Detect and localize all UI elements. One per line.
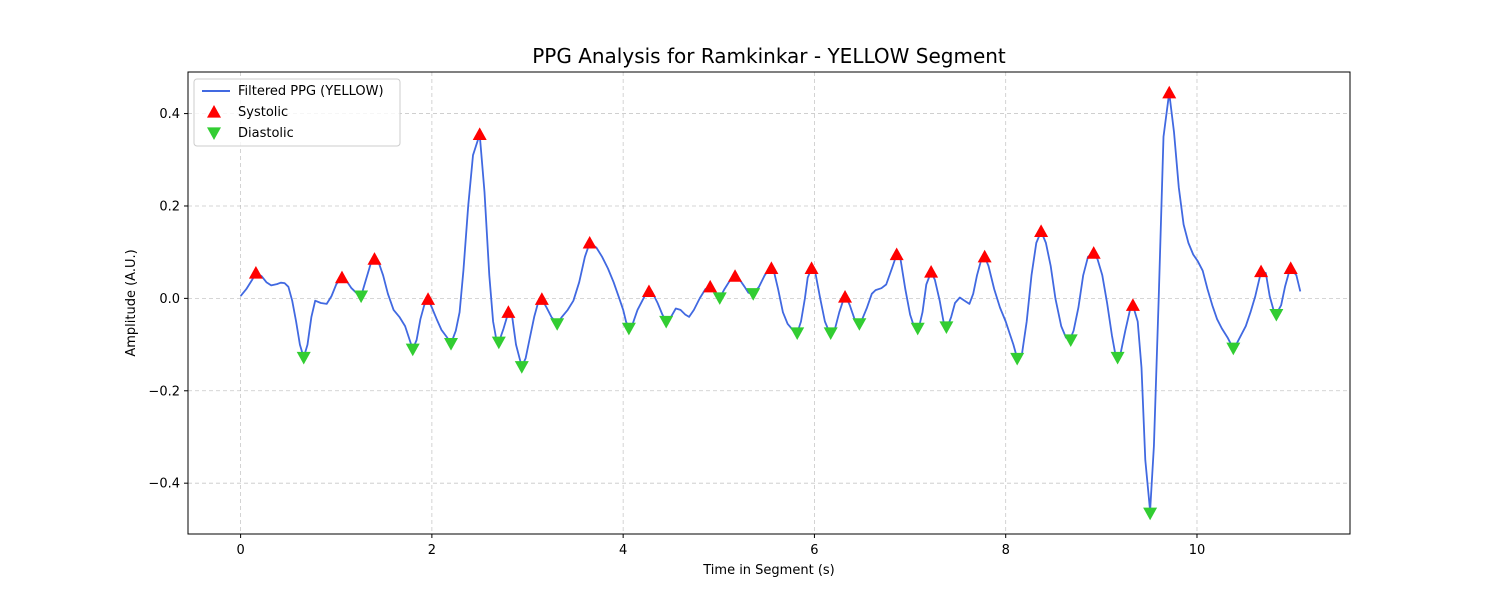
diastolic-marker <box>1143 507 1158 521</box>
y-axis-title: Amplitude (A.U.) <box>124 249 139 356</box>
legend-box <box>193 78 401 147</box>
systolic-marker <box>838 289 853 303</box>
diastolic-marker <box>1063 334 1078 347</box>
systolic-marker <box>501 305 516 318</box>
diastolic-marker <box>659 315 674 329</box>
diastolic-marker <box>790 327 805 341</box>
systolic-marker <box>924 265 939 278</box>
diastolic-marker <box>550 318 565 331</box>
systolic-marker <box>703 279 718 293</box>
diastolic-marker <box>939 321 954 335</box>
x-tick-label: 10 <box>1189 543 1206 558</box>
systolic-marker <box>248 265 263 279</box>
systolic-marker <box>1125 298 1140 311</box>
diastolic-marker <box>1010 352 1025 366</box>
diastolic-marker <box>444 338 459 351</box>
systolic-marker <box>534 292 549 305</box>
legend-systolic-swatch <box>207 105 221 118</box>
diastolic-marker <box>621 322 636 336</box>
chart-title: PPG Analysis for Ramkinkar - YELLOW Segm… <box>532 44 1006 68</box>
systolic-marker <box>1162 85 1177 99</box>
systolic-marker <box>1283 261 1298 274</box>
systolic-marker <box>728 269 743 282</box>
y-tick-label: −0.4 <box>148 477 180 492</box>
legend-label-filtered-ppg: Filtered PPG (YELLOW) <box>238 84 384 99</box>
axes-frame <box>187 71 1351 535</box>
diastolic-marker <box>1110 351 1125 365</box>
diastolic-marker <box>354 290 369 304</box>
diastolic-marker <box>491 336 506 350</box>
plot-area <box>239 85 1302 521</box>
systolic-marker <box>1086 246 1101 259</box>
y-tick-label: 0.4 <box>159 107 180 122</box>
y-tick-label: −0.2 <box>148 384 180 399</box>
systolic-marker <box>582 235 597 249</box>
systolic-marker <box>472 127 487 140</box>
x-tick-label: 2 <box>428 543 436 558</box>
systolic-marker <box>764 261 779 274</box>
systolic-marker <box>1034 224 1049 237</box>
systolic-marker <box>1254 264 1269 278</box>
diastolic-marker <box>405 343 420 357</box>
diastolic-marker <box>910 322 925 336</box>
legend-label-systolic: Systolic <box>238 105 288 120</box>
diastolic-marker <box>1226 342 1241 356</box>
x-tick-label: 8 <box>1002 543 1010 558</box>
systolic-marker <box>804 261 819 274</box>
systolic-marker <box>421 292 436 305</box>
x-tick-label: 6 <box>810 543 818 558</box>
legend-label-diastolic: Diastolic <box>238 126 294 141</box>
systolic-marker <box>641 284 656 298</box>
y-tick-label: 0.0 <box>159 292 180 307</box>
legend: Filtered PPG (YELLOW) Systolic Diastolic <box>193 78 401 147</box>
diastolic-marker <box>852 318 867 331</box>
systolic-marker <box>977 249 992 263</box>
axis-ticks: 0 2 4 6 8 10 −0.4 −0.2 0.0 0.2 0.4 <box>148 107 1205 558</box>
systolic-marker <box>889 247 904 261</box>
systolic-marker <box>367 252 382 265</box>
y-tick-label: 0.2 <box>159 199 180 214</box>
x-tick-label: 4 <box>619 543 627 558</box>
filtered-ppg-line <box>239 91 1302 512</box>
systolic-marker <box>334 270 349 284</box>
diastolic-marker <box>712 292 727 305</box>
diastolic-marker <box>296 351 311 365</box>
x-tick-label: 0 <box>236 543 244 558</box>
diastolic-marker <box>514 361 529 374</box>
diastolic-marker <box>823 327 838 341</box>
x-axis-title: Time in Segment (s) <box>702 563 834 578</box>
legend-diastolic-swatch <box>207 127 221 140</box>
diastolic-marker <box>746 288 761 301</box>
diastolic-marker <box>1269 308 1284 322</box>
